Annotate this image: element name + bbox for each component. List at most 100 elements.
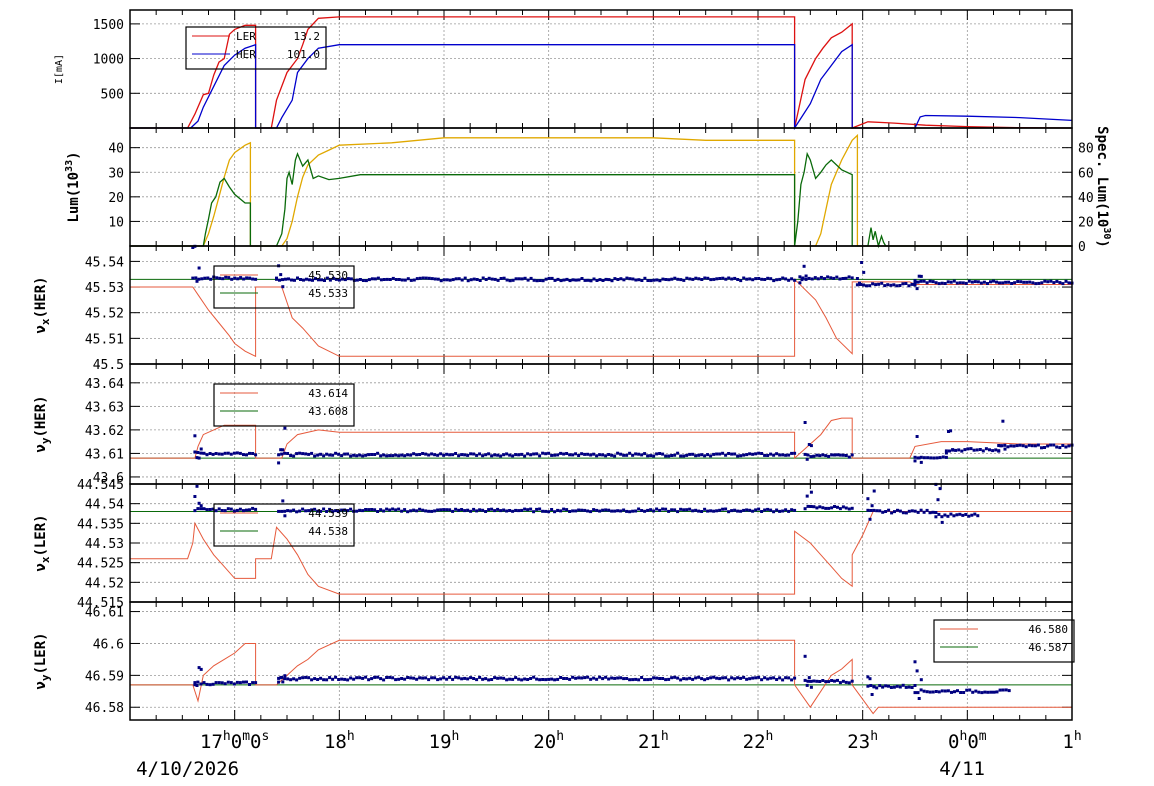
data-point <box>818 505 822 509</box>
data-point <box>457 676 461 680</box>
data-point <box>460 278 464 282</box>
data-point <box>917 274 921 278</box>
data-point <box>763 453 767 457</box>
data-point <box>412 676 416 680</box>
data-point <box>712 277 716 281</box>
y-axis-label: νy(LER) <box>33 632 52 689</box>
data-point <box>195 456 199 460</box>
data-point <box>529 453 533 457</box>
data-point <box>352 453 356 457</box>
data-point <box>505 278 509 282</box>
data-point <box>1001 419 1005 423</box>
data-point <box>919 455 923 459</box>
data-point <box>301 676 305 680</box>
data-point <box>346 277 350 281</box>
data-point <box>505 678 509 682</box>
data-point <box>436 453 440 457</box>
data-point <box>634 677 638 681</box>
data-point <box>496 278 500 282</box>
data-point <box>517 677 521 681</box>
data-point <box>841 453 845 457</box>
data-point <box>535 507 539 511</box>
data-point <box>893 510 896 514</box>
data-point <box>526 508 530 512</box>
data-point <box>320 278 323 282</box>
data-point <box>868 677 872 681</box>
data-point <box>910 686 914 689</box>
data-point <box>529 507 533 511</box>
data-point <box>989 690 993 694</box>
data-point <box>220 681 224 685</box>
data-point <box>424 276 428 280</box>
data-point <box>340 454 344 458</box>
data-point <box>995 280 998 284</box>
data-point <box>715 509 719 513</box>
data-point <box>403 278 407 282</box>
data-point <box>289 454 293 457</box>
data-point <box>355 454 359 458</box>
data-point <box>992 690 996 694</box>
data-point <box>592 452 596 456</box>
data-point <box>809 679 813 683</box>
data-point <box>619 277 623 281</box>
data-point <box>937 282 941 286</box>
data-point <box>439 677 443 681</box>
data-point <box>370 277 374 281</box>
data-point <box>562 452 566 456</box>
data-point <box>775 278 779 282</box>
data-point <box>421 276 425 280</box>
data-point <box>700 278 704 281</box>
data-point <box>827 454 831 458</box>
data-point <box>211 452 215 456</box>
data-point <box>232 451 236 455</box>
data-point <box>685 453 689 457</box>
data-point <box>499 509 503 513</box>
data-point <box>499 277 503 280</box>
data-point <box>915 435 919 438</box>
data-point <box>803 421 807 424</box>
data-point <box>658 452 662 455</box>
data-point <box>523 507 527 511</box>
data-point <box>445 508 449 512</box>
data-point <box>709 278 713 282</box>
data-point <box>697 509 701 513</box>
data-point <box>340 677 344 681</box>
data-point <box>640 279 644 282</box>
y-tick-label: 43.62 <box>85 424 124 439</box>
data-point <box>836 453 839 457</box>
data-point <box>403 508 407 512</box>
data-point <box>664 278 668 281</box>
y-axis-label: νx(LER) <box>33 514 52 571</box>
data-point <box>478 279 482 282</box>
data-point <box>798 275 802 279</box>
data-point <box>279 448 283 452</box>
data-point <box>607 508 611 512</box>
data-point <box>211 507 215 511</box>
data-point <box>382 453 386 457</box>
data-point <box>433 509 437 513</box>
data-point <box>652 509 656 513</box>
data-point <box>346 678 350 682</box>
data-point <box>511 509 515 513</box>
data-point <box>916 280 920 284</box>
data-point <box>595 508 599 512</box>
data-point <box>664 454 668 458</box>
data-point <box>217 452 221 456</box>
data-point <box>343 508 347 512</box>
data-point <box>724 676 728 680</box>
data-point <box>694 676 698 680</box>
data-point <box>836 505 839 509</box>
data-point <box>838 681 842 685</box>
data-point <box>971 690 975 694</box>
data-point <box>757 451 761 455</box>
data-point <box>968 688 972 692</box>
data-point <box>232 682 236 686</box>
data-point <box>361 279 365 282</box>
y-tick-label: 45.51 <box>85 332 124 347</box>
legend-value: 44.539 <box>308 507 348 520</box>
x-tick-label: 21h <box>638 729 669 753</box>
data-point <box>809 490 813 494</box>
data-point <box>586 675 590 679</box>
data-point <box>709 454 713 458</box>
data-point <box>313 677 317 681</box>
